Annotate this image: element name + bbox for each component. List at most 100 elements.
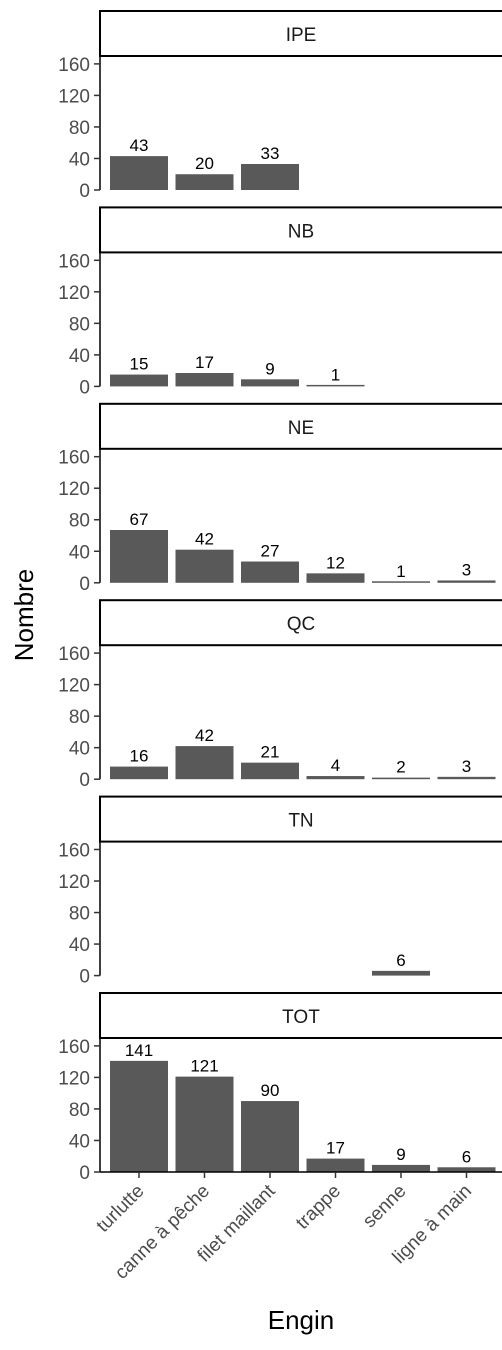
x-tick-label: senne bbox=[359, 1181, 410, 1232]
y-tick-label: 160 bbox=[58, 1037, 90, 1058]
bar bbox=[110, 766, 168, 780]
bar-value-label: 3 bbox=[462, 757, 471, 776]
bar-value-label: 20 bbox=[195, 154, 214, 173]
bar-value-label: 121 bbox=[190, 1057, 218, 1076]
bar-value-label: 33 bbox=[261, 144, 280, 163]
y-tick-label: 80 bbox=[69, 314, 90, 335]
y-tick-label: 0 bbox=[79, 770, 90, 791]
y-tick-label: 0 bbox=[79, 181, 90, 202]
bar bbox=[437, 1167, 496, 1172]
x-axis-title: Engin bbox=[268, 1305, 335, 1335]
facet-strip bbox=[99, 10, 502, 57]
y-tick-label: 160 bbox=[58, 251, 90, 272]
bar-value-label: 43 bbox=[130, 136, 149, 155]
y-tick-label: 160 bbox=[58, 55, 90, 76]
bar-value-label: 6 bbox=[462, 1147, 471, 1166]
y-tick-label: 40 bbox=[69, 935, 90, 956]
y-tick-label: 40 bbox=[69, 739, 90, 760]
y-tick-label: 80 bbox=[69, 707, 90, 728]
facet-label: IPE bbox=[286, 25, 317, 46]
bar-value-label: 9 bbox=[265, 359, 274, 378]
y-tick-label: 40 bbox=[69, 149, 90, 170]
y-tick-label: 0 bbox=[79, 377, 90, 398]
facet-label: NB bbox=[288, 221, 314, 242]
y-tick-label: 120 bbox=[58, 86, 90, 107]
bar-value-label: 3 bbox=[462, 560, 471, 579]
bar bbox=[372, 1164, 430, 1172]
facet-label: NE bbox=[288, 418, 314, 439]
bar-value-label: 2 bbox=[396, 758, 405, 777]
facet-strip bbox=[99, 795, 502, 843]
y-tick-label: 80 bbox=[69, 904, 90, 925]
y-tick-label: 40 bbox=[69, 346, 90, 367]
y-tick-label: 80 bbox=[69, 1100, 90, 1121]
bar bbox=[110, 156, 168, 190]
y-tick-label: 80 bbox=[69, 511, 90, 532]
bar-value-label: 27 bbox=[261, 542, 280, 561]
bar-value-label: 4 bbox=[331, 756, 340, 775]
bar-value-label: 15 bbox=[130, 355, 149, 374]
facet-strip bbox=[99, 992, 502, 1039]
bar bbox=[175, 174, 234, 190]
bar-value-label: 17 bbox=[195, 353, 214, 372]
y-tick-label: 120 bbox=[58, 872, 90, 893]
y-tick-label: 120 bbox=[58, 1068, 90, 1089]
y-tick-label: 120 bbox=[58, 479, 90, 500]
facet-nb: NB 0 40 80 120 160 15 17 9 1 bbox=[58, 206, 502, 398]
y-tick-label: 0 bbox=[79, 1163, 90, 1184]
y-tick-label: 160 bbox=[58, 644, 90, 665]
bar-value-label: 141 bbox=[125, 1041, 153, 1060]
bar-value-label: 1 bbox=[331, 366, 340, 385]
bar bbox=[372, 970, 430, 976]
facet-label: QC bbox=[287, 614, 316, 635]
facet-strip bbox=[99, 206, 502, 254]
bar bbox=[110, 374, 168, 387]
facet-ne: NE 0 40 80 120 160 67 42 27 12 1 3 bbox=[58, 402, 502, 595]
bar bbox=[241, 561, 299, 583]
y-tick-label: 80 bbox=[69, 118, 90, 139]
y-tick-label: 120 bbox=[58, 283, 90, 304]
facet-strip bbox=[99, 599, 502, 647]
bar bbox=[175, 1076, 234, 1172]
x-tick-label: turlutte bbox=[93, 1181, 149, 1237]
y-tick-label: 0 bbox=[79, 967, 90, 988]
y-tick-label: 160 bbox=[58, 840, 90, 861]
y-tick-label: 40 bbox=[69, 542, 90, 563]
bar bbox=[175, 549, 234, 583]
bar bbox=[306, 573, 365, 583]
y-tick-label: 160 bbox=[58, 448, 90, 469]
bar bbox=[110, 1060, 168, 1172]
bar bbox=[437, 580, 496, 583]
bar-value-label: 21 bbox=[261, 743, 280, 762]
bar bbox=[437, 776, 496, 780]
bar-value-label: 16 bbox=[130, 747, 149, 766]
y-tick-label: 40 bbox=[69, 1131, 90, 1152]
x-tick-label: trappe bbox=[292, 1181, 345, 1234]
facet-label: TN bbox=[288, 811, 313, 832]
facet-strip bbox=[99, 402, 502, 450]
facet-tot: TOT 0 40 80 120 160 141 121 90 17 9 6 bbox=[58, 992, 502, 1184]
bar-value-label: 9 bbox=[396, 1145, 405, 1164]
bar bbox=[306, 1158, 365, 1172]
y-tick-label: 0 bbox=[79, 574, 90, 595]
bar-value-label: 12 bbox=[326, 553, 345, 572]
facet-label: TOT bbox=[282, 1007, 320, 1028]
bar bbox=[372, 581, 430, 583]
bar bbox=[241, 1101, 299, 1172]
bar bbox=[306, 384, 365, 387]
bar-value-label: 42 bbox=[195, 726, 214, 745]
bar bbox=[241, 163, 299, 190]
y-tick-label: 120 bbox=[58, 676, 90, 697]
bar bbox=[175, 373, 234, 387]
facet-tn: TN 0 40 80 120 160 6 bbox=[58, 795, 502, 988]
bar-value-label: 90 bbox=[261, 1081, 280, 1100]
bar bbox=[175, 746, 234, 780]
bar bbox=[241, 762, 299, 780]
bar bbox=[241, 379, 299, 387]
bar-value-label: 1 bbox=[396, 562, 405, 581]
bar-value-label: 6 bbox=[396, 951, 405, 970]
